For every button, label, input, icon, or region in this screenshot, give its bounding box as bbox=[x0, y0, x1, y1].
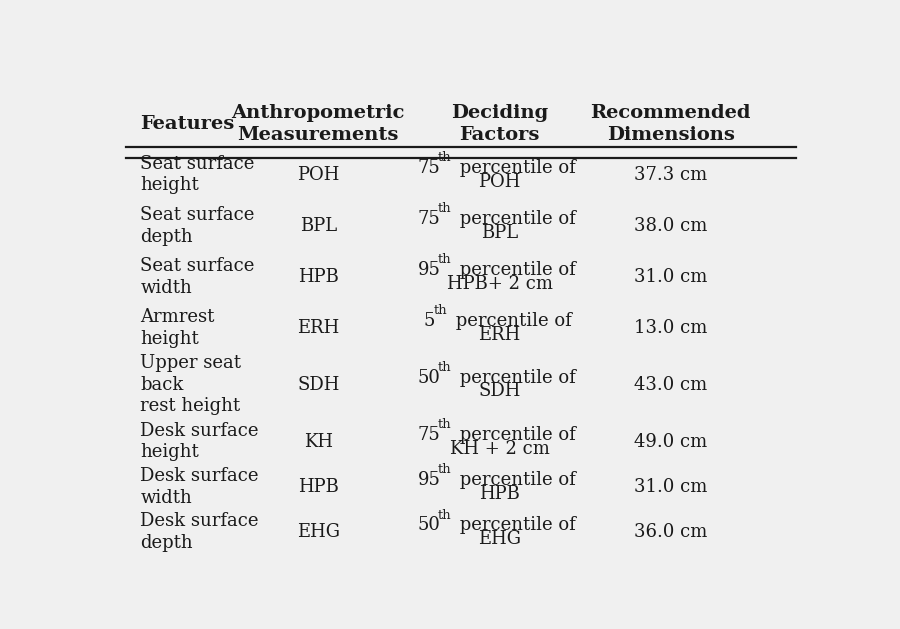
Text: Seat surface
width: Seat surface width bbox=[140, 257, 255, 297]
Text: th: th bbox=[438, 418, 452, 431]
Text: th: th bbox=[438, 253, 452, 267]
Text: Recommended
Dimensions: Recommended Dimensions bbox=[590, 104, 751, 143]
Text: th: th bbox=[438, 203, 452, 215]
Text: HPB: HPB bbox=[479, 485, 520, 503]
Text: KH + 2 cm: KH + 2 cm bbox=[450, 440, 550, 458]
Text: 31.0 cm: 31.0 cm bbox=[634, 268, 707, 286]
Text: th: th bbox=[434, 304, 447, 317]
Text: POH: POH bbox=[297, 165, 339, 184]
Text: Armrest
height: Armrest height bbox=[140, 308, 215, 348]
Text: Desk surface
depth: Desk surface depth bbox=[140, 513, 259, 552]
Text: Deciding
Factors: Deciding Factors bbox=[451, 104, 548, 143]
Text: ERH: ERH bbox=[297, 319, 339, 337]
Text: Upper seat
back
rest height: Upper seat back rest height bbox=[140, 354, 241, 415]
Text: percentile of: percentile of bbox=[454, 369, 576, 387]
Text: Desk surface
width: Desk surface width bbox=[140, 467, 259, 507]
Text: Seat surface
height: Seat surface height bbox=[140, 155, 255, 194]
Text: HPB: HPB bbox=[298, 268, 338, 286]
Text: SDH: SDH bbox=[297, 376, 339, 394]
Text: percentile of: percentile of bbox=[454, 516, 576, 534]
Text: HPB+ 2 cm: HPB+ 2 cm bbox=[446, 275, 553, 293]
Text: th: th bbox=[438, 509, 452, 521]
Text: 36.0 cm: 36.0 cm bbox=[634, 523, 707, 541]
Text: Seat surface
depth: Seat surface depth bbox=[140, 206, 255, 245]
Text: percentile of: percentile of bbox=[450, 312, 572, 330]
Text: EHG: EHG bbox=[297, 523, 340, 541]
Text: percentile of: percentile of bbox=[454, 210, 576, 228]
Text: 13.0 cm: 13.0 cm bbox=[634, 319, 707, 337]
Text: ERH: ERH bbox=[479, 326, 521, 343]
Text: 50: 50 bbox=[418, 369, 441, 387]
Text: 49.0 cm: 49.0 cm bbox=[634, 433, 707, 451]
Text: percentile of: percentile of bbox=[454, 159, 576, 177]
Text: 75: 75 bbox=[418, 426, 440, 444]
Text: 43.0 cm: 43.0 cm bbox=[634, 376, 707, 394]
Text: SDH: SDH bbox=[479, 382, 521, 401]
Text: Anthropometric
Measurements: Anthropometric Measurements bbox=[231, 104, 405, 143]
Text: POH: POH bbox=[479, 172, 521, 191]
Text: KH: KH bbox=[304, 433, 333, 451]
Text: 37.3 cm: 37.3 cm bbox=[634, 165, 707, 184]
Text: 5: 5 bbox=[424, 312, 435, 330]
Text: percentile of: percentile of bbox=[454, 471, 576, 489]
Text: th: th bbox=[438, 151, 452, 164]
Text: th: th bbox=[438, 361, 452, 374]
Text: Features: Features bbox=[140, 115, 235, 133]
Text: percentile of: percentile of bbox=[454, 426, 576, 444]
Text: HPB: HPB bbox=[298, 478, 338, 496]
Text: BPL: BPL bbox=[300, 217, 337, 235]
Text: EHG: EHG bbox=[478, 530, 521, 548]
Text: 38.0 cm: 38.0 cm bbox=[634, 217, 707, 235]
Text: percentile of: percentile of bbox=[454, 261, 576, 279]
Text: 50: 50 bbox=[418, 516, 441, 534]
Text: 75: 75 bbox=[418, 159, 440, 177]
Text: 31.0 cm: 31.0 cm bbox=[634, 478, 707, 496]
Text: 95: 95 bbox=[418, 471, 441, 489]
Text: Desk surface
height: Desk surface height bbox=[140, 422, 259, 462]
Text: th: th bbox=[438, 464, 452, 476]
Text: BPL: BPL bbox=[481, 224, 518, 242]
Text: 95: 95 bbox=[418, 261, 441, 279]
Text: 75: 75 bbox=[418, 210, 440, 228]
